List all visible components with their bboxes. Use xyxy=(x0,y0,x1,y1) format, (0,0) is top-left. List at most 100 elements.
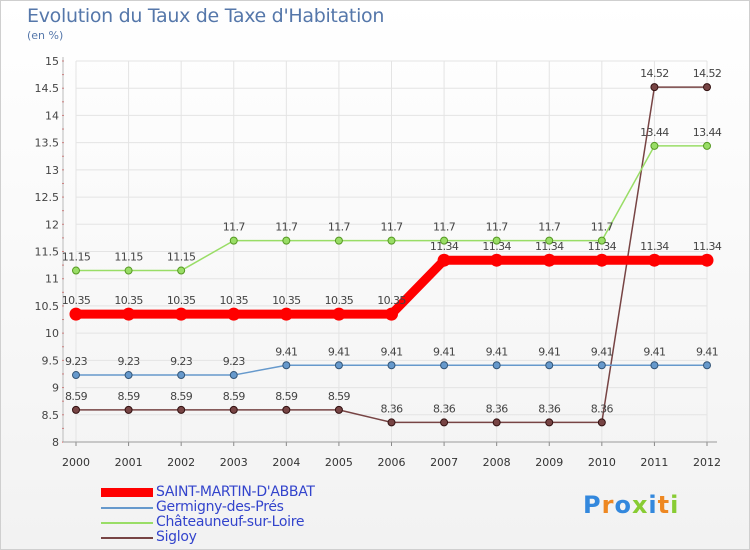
data-labels: 10.35 10.35 10.35 10.35 10.35 10.35 10.35 11.34… xyxy=(62,67,723,415)
data-label: 10.35 xyxy=(325,294,354,307)
data-point xyxy=(440,418,449,427)
data-label: 9.41 xyxy=(328,345,350,358)
data-point xyxy=(122,307,136,321)
x-tick-label: 2006 xyxy=(378,456,406,469)
legend-label: Sigloy xyxy=(156,529,197,545)
proxiti-logo: Proxiti xyxy=(583,491,679,519)
y-tick-label: 10.5 xyxy=(35,300,60,313)
data-label: 10.35 xyxy=(377,294,406,307)
data-point xyxy=(703,83,711,92)
data-point xyxy=(492,361,501,370)
data-point xyxy=(332,307,346,321)
legend-item: SAINT-MARTIN-D'ABBAT xyxy=(101,484,431,501)
data-point xyxy=(542,253,556,267)
data-point xyxy=(437,253,451,267)
data-label: 9.23 xyxy=(65,355,88,368)
y-tick-label: 8 xyxy=(52,436,59,449)
data-point xyxy=(227,307,241,321)
data-point xyxy=(124,371,133,380)
data-point xyxy=(647,253,661,267)
x-tick-label: 2000 xyxy=(62,456,90,469)
y-tick-label: 13 xyxy=(45,164,59,177)
legend-label: Germigny-des-Prés xyxy=(156,499,284,515)
data-point xyxy=(650,361,659,370)
data-label: 8.36 xyxy=(591,402,614,415)
data-point xyxy=(177,405,186,414)
data-label: 8.36 xyxy=(433,402,456,415)
data-point xyxy=(124,405,133,414)
legend-item: Germigny-des-Prés xyxy=(101,499,431,516)
y-tick-label: 11.5 xyxy=(35,246,60,259)
data-label: 10.35 xyxy=(167,294,196,307)
logo-letter: i xyxy=(670,491,680,519)
data-label: 9.41 xyxy=(696,345,718,358)
axes xyxy=(62,57,717,446)
data-label: 14.52 xyxy=(640,67,669,80)
data-point xyxy=(440,236,449,245)
data-label: 8.36 xyxy=(486,402,509,415)
data-point xyxy=(72,371,80,380)
data-label: 9.23 xyxy=(223,355,246,368)
data-label: 9.41 xyxy=(433,345,455,358)
data-label: 9.23 xyxy=(118,355,141,368)
data-point xyxy=(650,141,659,150)
logo-letter: P xyxy=(583,491,602,519)
data-point xyxy=(282,361,291,370)
data-label: 11.34 xyxy=(430,240,459,253)
data-label: 8.59 xyxy=(65,390,88,403)
data-point xyxy=(177,371,186,380)
logo-letter: o xyxy=(614,491,632,519)
data-label: 8.36 xyxy=(538,402,561,415)
legend-swatch xyxy=(101,522,153,524)
data-point xyxy=(597,418,606,427)
data-point xyxy=(229,371,238,380)
data-point xyxy=(69,307,83,321)
data-label: 9.41 xyxy=(538,345,560,358)
data-point xyxy=(334,405,343,414)
data-label: 10.35 xyxy=(272,294,301,307)
data-label: 11.34 xyxy=(588,240,617,253)
data-point xyxy=(387,361,396,370)
data-point xyxy=(492,236,501,245)
x-tick-label: 2010 xyxy=(588,456,616,469)
data-label: 11.15 xyxy=(114,251,143,264)
data-label: 9.41 xyxy=(275,345,297,358)
data-label: 9.23 xyxy=(170,355,193,368)
y-tick-label: 8.5 xyxy=(42,409,60,422)
data-point xyxy=(177,266,186,275)
y-tick-label: 12 xyxy=(45,218,59,231)
data-label: 11.34 xyxy=(693,240,722,253)
data-label: 8.59 xyxy=(170,390,193,403)
data-label: 11.7 xyxy=(591,221,614,234)
data-label: 8.59 xyxy=(118,390,141,403)
legend-swatch xyxy=(101,537,153,539)
y-tick-label: 9 xyxy=(52,382,59,395)
logo-letter: t xyxy=(657,491,671,519)
data-point xyxy=(282,236,291,245)
x-tick-label: 2009 xyxy=(535,456,563,469)
data-label: 10.35 xyxy=(220,294,249,307)
legend-item: Sigloy xyxy=(101,529,431,546)
data-point xyxy=(440,361,449,370)
data-point xyxy=(703,141,711,150)
data-label: 11.7 xyxy=(275,221,298,234)
data-point xyxy=(545,418,554,427)
data-point xyxy=(492,418,501,427)
data-point xyxy=(703,361,711,370)
data-point xyxy=(282,405,291,414)
x-tick-label: 2011 xyxy=(640,456,668,469)
data-label: 11.34 xyxy=(482,240,511,253)
data-point xyxy=(334,236,343,245)
data-point xyxy=(174,307,188,321)
y-tick-label: 15 xyxy=(45,55,59,68)
data-label: 8.59 xyxy=(223,390,246,403)
y-tick-labels: 8 8.5 9 9.5 10 10.5 11 11.5 12 12.5 13 13.5 14 14.5 15 xyxy=(35,55,60,449)
data-label: 11.15 xyxy=(167,251,196,264)
grid-lines xyxy=(75,60,708,443)
data-points xyxy=(69,83,714,427)
data-label: 11.15 xyxy=(62,251,91,264)
data-label: 13.44 xyxy=(640,126,669,139)
data-point xyxy=(700,253,714,267)
y-axis-unit: (en %) xyxy=(27,29,64,42)
